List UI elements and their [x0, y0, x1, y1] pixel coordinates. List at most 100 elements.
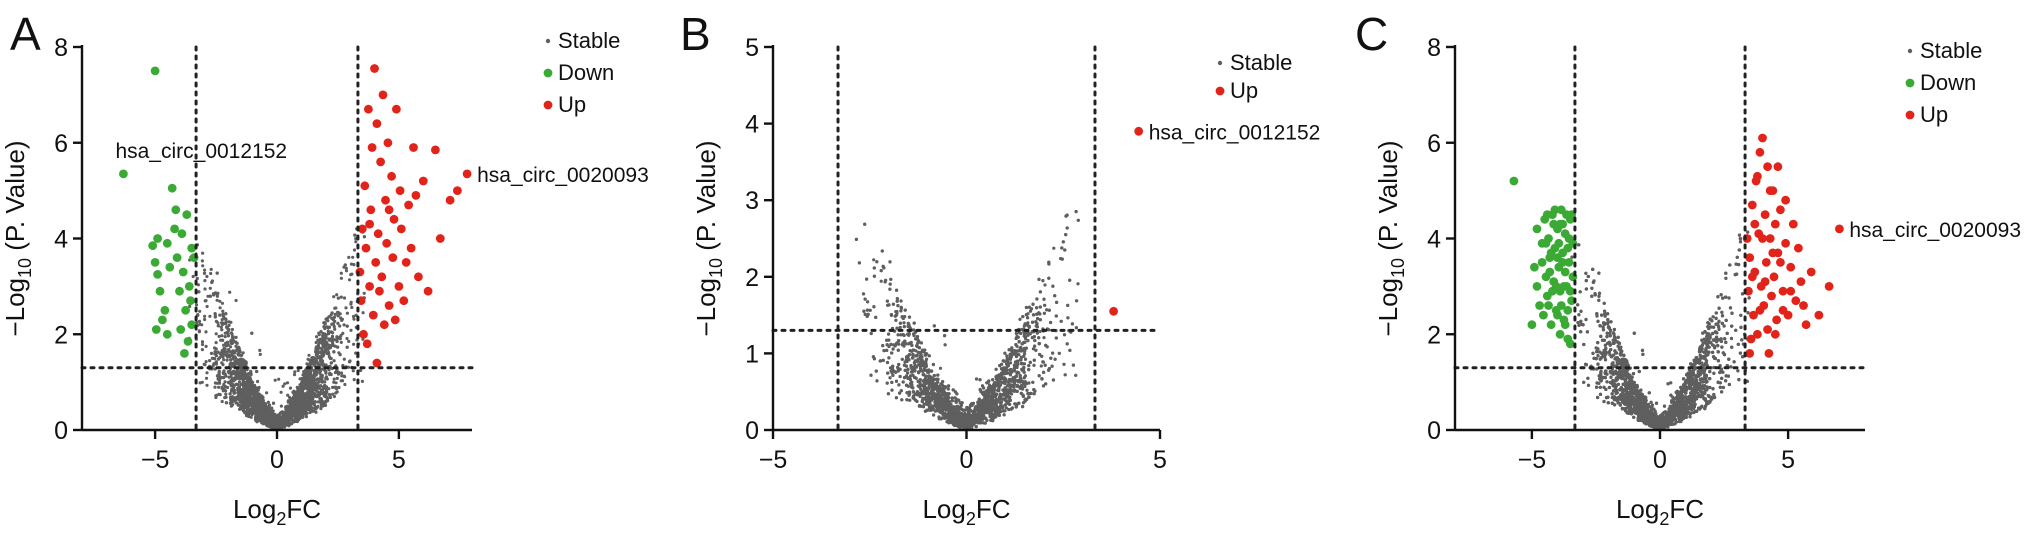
stable-point	[303, 385, 307, 389]
stable-point	[327, 331, 331, 336]
stable-point	[243, 399, 247, 403]
stable-point	[197, 290, 201, 294]
stable-point	[214, 332, 218, 336]
stable-point	[349, 328, 353, 332]
up-point	[367, 143, 377, 152]
stable-point	[315, 405, 319, 409]
stable-point	[334, 381, 338, 385]
stable-point	[204, 344, 208, 348]
stable-point	[336, 345, 340, 349]
up-point	[372, 119, 382, 128]
stable-point	[273, 378, 277, 382]
stable-point	[243, 374, 247, 378]
stable-point	[248, 391, 252, 395]
stable-point	[332, 295, 336, 299]
stable-point	[224, 312, 228, 316]
stable-point	[322, 386, 326, 390]
stable-point	[228, 392, 232, 396]
stable-point	[258, 352, 262, 356]
stable-point	[215, 294, 219, 298]
stable-point	[222, 358, 226, 362]
stable-point	[353, 233, 357, 237]
stable-point	[205, 383, 209, 387]
stable-point	[335, 376, 339, 380]
stable-point	[339, 295, 343, 299]
stable-point	[218, 306, 222, 310]
up-point	[376, 157, 385, 167]
legend-swatch	[543, 100, 553, 110]
stable-point	[249, 415, 253, 419]
stable-point	[342, 374, 346, 378]
stable-point	[252, 411, 256, 415]
up-point	[396, 224, 406, 234]
stable-point	[281, 384, 285, 388]
stable-points	[187, 227, 366, 432]
stable-point	[245, 408, 249, 412]
series-up	[355, 64, 472, 368]
stable-point	[240, 402, 245, 406]
stable-point	[201, 251, 205, 255]
down-point	[170, 224, 180, 234]
stable-point	[222, 369, 226, 373]
stable-point	[296, 394, 300, 398]
stable-point	[305, 374, 309, 378]
stable-point	[191, 274, 195, 279]
up-point	[361, 243, 371, 253]
stable-point	[215, 374, 220, 378]
stable-point	[188, 304, 192, 308]
stable-point	[308, 381, 313, 385]
stable-point	[347, 360, 352, 364]
stable-point	[324, 370, 328, 374]
stable-point	[210, 280, 214, 284]
stable-point	[288, 407, 292, 411]
stable-point	[301, 379, 305, 383]
up-point	[373, 229, 383, 239]
stable-point	[213, 312, 217, 316]
panel-letter: A	[10, 8, 41, 60]
stable-point	[217, 371, 221, 375]
stable-point	[218, 313, 222, 317]
stable-point	[330, 316, 334, 320]
down-point	[171, 205, 181, 215]
up-point	[431, 145, 440, 155]
stable-point	[286, 399, 290, 403]
stable-point	[197, 330, 201, 334]
stable-point	[331, 392, 335, 396]
up-point	[379, 320, 389, 330]
stable-point	[208, 359, 212, 363]
down-point	[162, 238, 172, 248]
stable-point	[340, 318, 344, 322]
up-point	[364, 104, 373, 114]
stable-point	[292, 373, 297, 377]
stable-point	[229, 372, 233, 376]
stable-point	[224, 395, 228, 399]
stable-point	[352, 342, 356, 346]
stable-point	[326, 346, 330, 350]
up-point	[359, 329, 368, 339]
stable-point	[247, 383, 251, 387]
stable-point	[345, 336, 349, 341]
stable-point	[328, 393, 332, 397]
down-point	[148, 241, 158, 251]
stable-point	[249, 372, 253, 376]
stable-point	[216, 324, 220, 328]
stable-point	[290, 417, 294, 421]
stable-point	[213, 385, 217, 389]
legend-label: Up	[558, 92, 586, 117]
up-point	[365, 282, 374, 291]
stable-point	[316, 400, 320, 404]
up-point	[365, 219, 374, 229]
stable-point	[302, 371, 307, 375]
stable-point	[258, 399, 262, 403]
stable-point	[239, 389, 243, 393]
stable-point	[323, 322, 327, 326]
stable-point	[203, 317, 207, 322]
stable-point	[297, 400, 301, 404]
stable-point	[223, 335, 227, 339]
stable-point	[306, 377, 310, 381]
stable-point	[349, 262, 354, 266]
point-annotation: hsa_circ_0012152	[115, 140, 287, 163]
stable-point	[247, 414, 251, 419]
stable-point	[214, 354, 218, 358]
down-point	[180, 349, 189, 358]
